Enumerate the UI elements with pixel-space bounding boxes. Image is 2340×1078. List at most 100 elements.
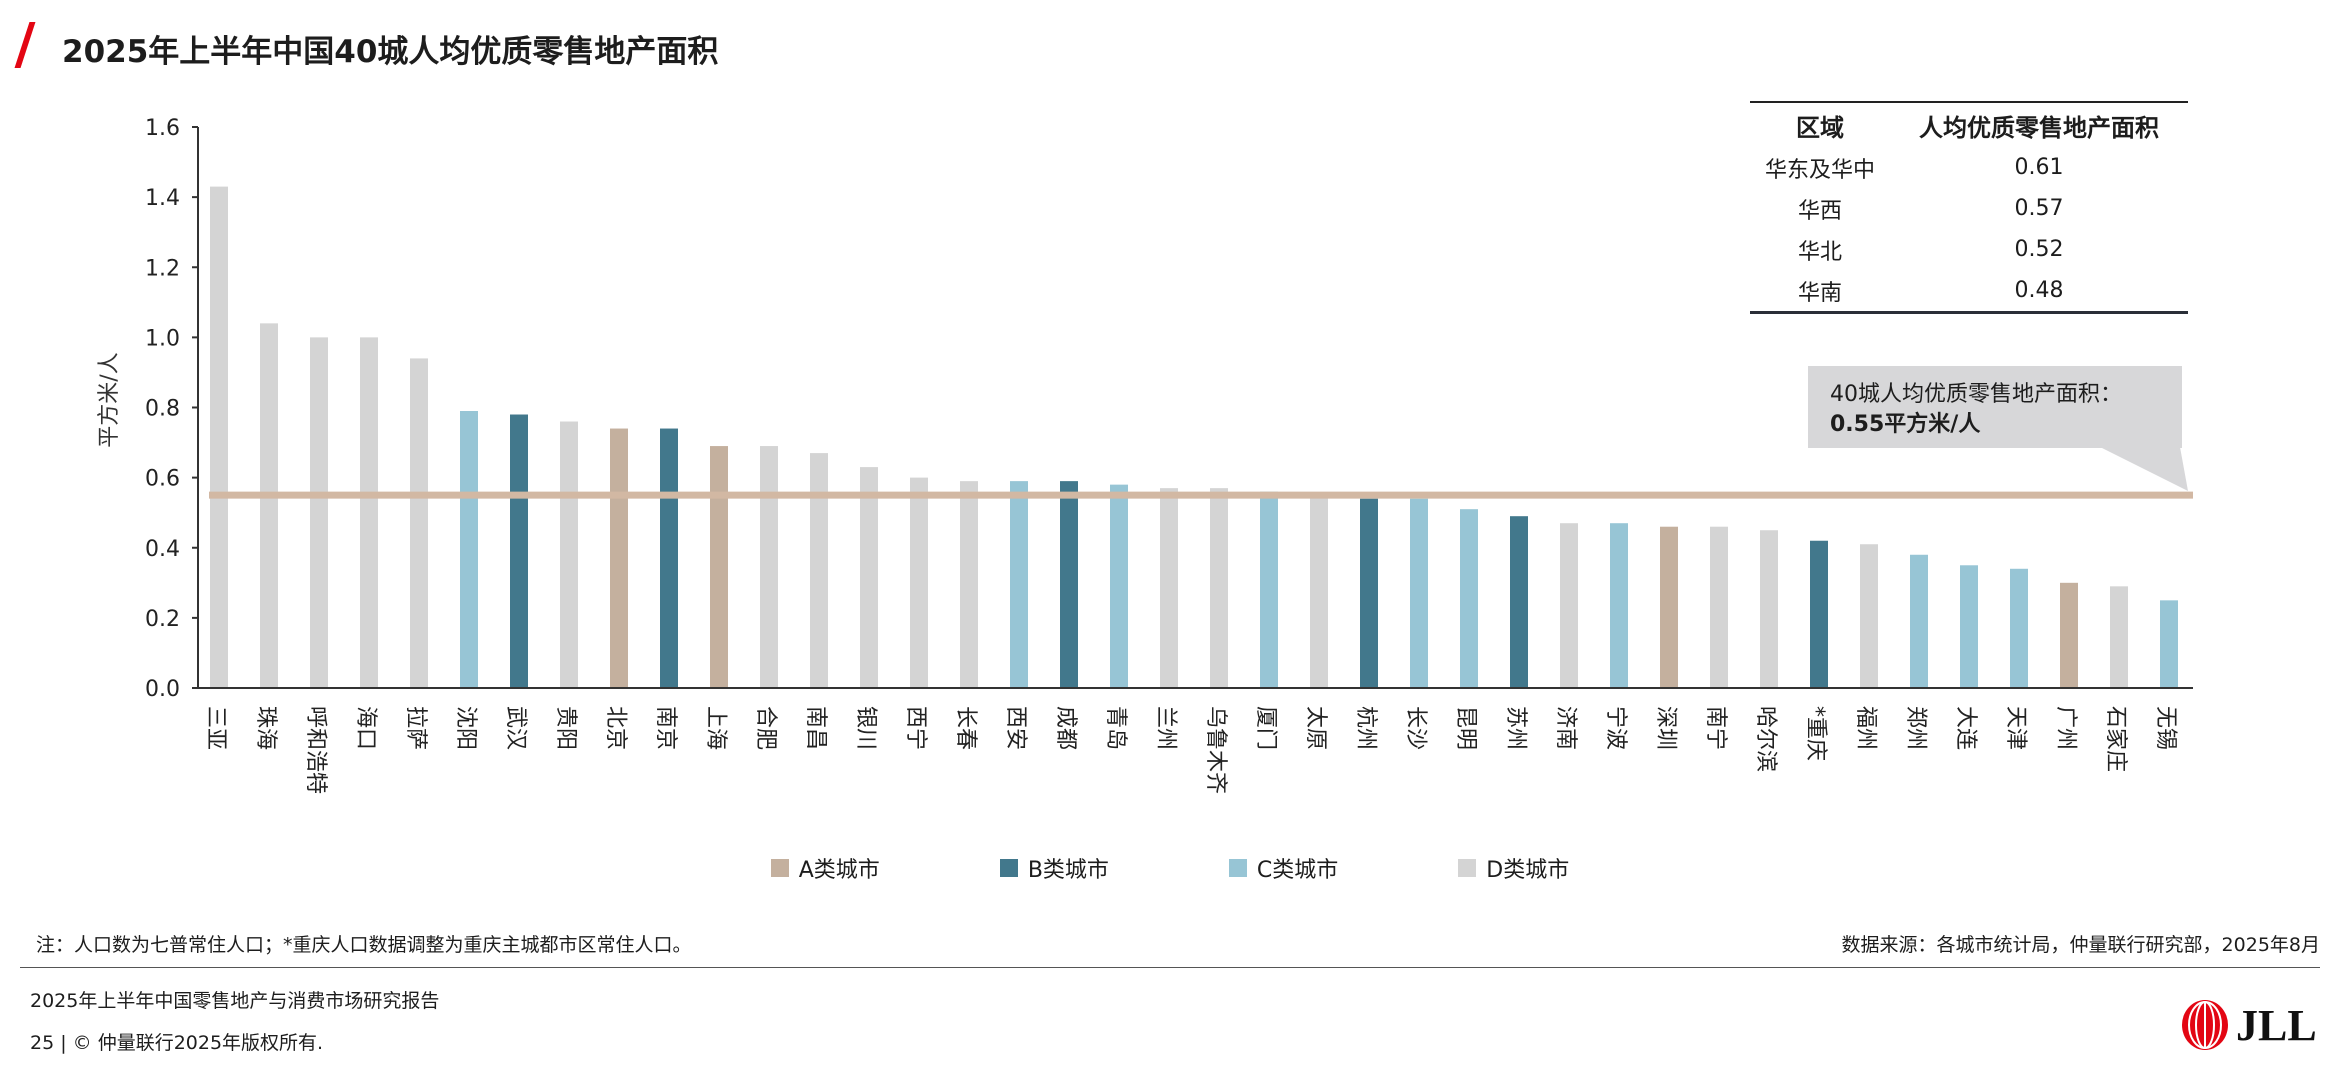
bar	[1260, 491, 1278, 688]
region-value: 0.57	[2014, 196, 2064, 221]
table-row: 华北 0.52	[1750, 229, 2188, 270]
x-tick-label: 贵阳	[553, 706, 578, 750]
x-tick-label: 济南	[1553, 706, 1578, 750]
bar	[1560, 523, 1578, 688]
bar	[810, 453, 828, 688]
bar	[860, 467, 878, 688]
table-row: 华南 0.48	[1750, 270, 2188, 311]
bar	[2110, 586, 2128, 688]
bar	[510, 414, 528, 688]
y-tick-label: 0.4	[145, 537, 180, 562]
x-tick-label: 青岛	[1103, 706, 1128, 750]
region-value: 0.61	[2014, 155, 2064, 180]
average-callout: 40城人均优质零售地产面积： 0.55平方米/人	[1808, 366, 2182, 448]
legend-label: C类城市	[1256, 858, 1339, 883]
footnote: 注：人口数为七普常住人口；*重庆人口数据调整为重庆主城都市区常住人口。	[36, 934, 692, 956]
table-header: 区域 人均优质零售地产面积	[1750, 103, 2188, 147]
region-value: 0.48	[2014, 278, 2064, 303]
page-title: 2025年上半年中国40城人均优质零售地产面积	[62, 34, 719, 70]
y-tick-label: 1.2	[145, 256, 180, 281]
table-row: 华东及华中 0.61	[1750, 147, 2188, 188]
bar	[1960, 565, 1978, 688]
x-tick-label: 兰州	[1153, 706, 1178, 750]
y-tick-label: 0.0	[145, 677, 180, 702]
bar	[1910, 554, 1928, 688]
bar	[1610, 523, 1628, 688]
x-tick-label: 无锡	[2153, 706, 2178, 750]
x-tick-label: 南京	[653, 706, 678, 750]
bar	[1760, 530, 1778, 688]
y-tick-label: 0.2	[145, 607, 180, 632]
data-source: 数据来源：各城市统计局，仲量联行研究部，2025年8月	[1841, 934, 2320, 956]
x-tick-label: 广州	[2053, 706, 2078, 750]
y-tick-label: 1.0	[145, 326, 180, 351]
bar	[910, 477, 928, 688]
report-title: 2025年上半年中国零售地产与消费市场研究报告	[30, 990, 440, 1012]
region-name: 华西	[1797, 198, 1842, 224]
x-tick-label: 乌鲁木齐	[1203, 706, 1228, 794]
bar	[460, 411, 478, 688]
legend-swatch	[999, 859, 1018, 877]
x-tick-label: 石家庄	[2103, 706, 2128, 772]
bar	[1660, 526, 1678, 688]
copyright: 25 | © 仲量联行2025年版权所有.	[30, 1032, 324, 1054]
x-tick-label: 合肥	[753, 706, 778, 750]
table-row: 华西 0.57	[1750, 188, 2188, 229]
y-tick-label: 0.6	[145, 467, 180, 492]
x-tick-label: 西安	[1003, 706, 1028, 750]
bar	[1710, 526, 1728, 688]
bar	[710, 446, 728, 688]
x-tick-label: 呼和浩特	[303, 706, 328, 794]
bar	[1510, 516, 1528, 688]
bar-chart: 0.0 0.2 0.4 0.6 0.8 1.0 1.2 1.4 1.6 平方米/人三亚 珠海 呼和浩特…	[97, 116, 2193, 794]
bar	[210, 186, 228, 688]
legend: A类城市 B类城市 C类城市 D类城市	[0, 852, 2340, 884]
bar	[360, 337, 378, 688]
jll-logo: JLL	[2180, 998, 2317, 1052]
bar	[260, 323, 278, 688]
x-tick-label: 西宁	[903, 706, 928, 750]
bar	[410, 358, 428, 688]
y-tick-label: 1.4	[145, 186, 180, 211]
x-tick-label: 长春	[953, 706, 978, 750]
bar	[1860, 544, 1878, 688]
x-tick-label: 天津	[2003, 706, 2028, 750]
x-tick-label: 苏州	[1503, 706, 1528, 750]
x-tick-label: 拉萨	[403, 706, 428, 750]
bar	[1010, 481, 1028, 688]
x-tick-label: 北京	[603, 706, 628, 750]
x-tick-label: 南昌	[803, 706, 828, 750]
x-tick-label: 海口	[353, 706, 378, 750]
bar	[1810, 540, 1828, 688]
x-tick-label: 厦门	[1253, 706, 1278, 750]
bar	[610, 428, 628, 688]
bar	[2010, 568, 2028, 688]
header-region: 区域	[1796, 113, 1844, 142]
callout-label: 40城人均优质零售地产面积：	[1830, 382, 2122, 407]
bar	[1360, 498, 1378, 688]
callout-value: 0.55平方米/人	[1830, 412, 1981, 437]
legend-item: C类城市	[1228, 852, 1339, 884]
bar	[2060, 582, 2078, 688]
x-tick-label: 宁波	[1603, 706, 1628, 750]
bar	[1110, 484, 1128, 688]
x-tick-label: 武汉	[503, 706, 528, 750]
x-tick-label: 福州	[1853, 706, 1878, 750]
logo-text: JLL	[2236, 1000, 2317, 1050]
divider	[20, 967, 2320, 968]
y-tick-label: 0.8	[145, 397, 180, 422]
x-tick-label: 长沙	[1403, 706, 1428, 750]
bar	[1410, 498, 1428, 688]
bar	[560, 421, 578, 688]
x-tick-label: 南宁	[1703, 706, 1728, 750]
x-tick-label: *重庆	[1803, 706, 1828, 761]
legend-swatch	[770, 859, 789, 877]
legend-item: A类城市	[770, 852, 880, 884]
legend-item: D类城市	[1458, 852, 1569, 884]
bar	[960, 481, 978, 688]
bar	[760, 446, 778, 688]
x-tick-label: 郑州	[1903, 706, 1928, 750]
y-axis-label: 平方米/人	[97, 352, 122, 447]
x-tick-label: 深圳	[1653, 706, 1678, 750]
header-value: 人均优质零售地产面积	[1919, 113, 2159, 142]
